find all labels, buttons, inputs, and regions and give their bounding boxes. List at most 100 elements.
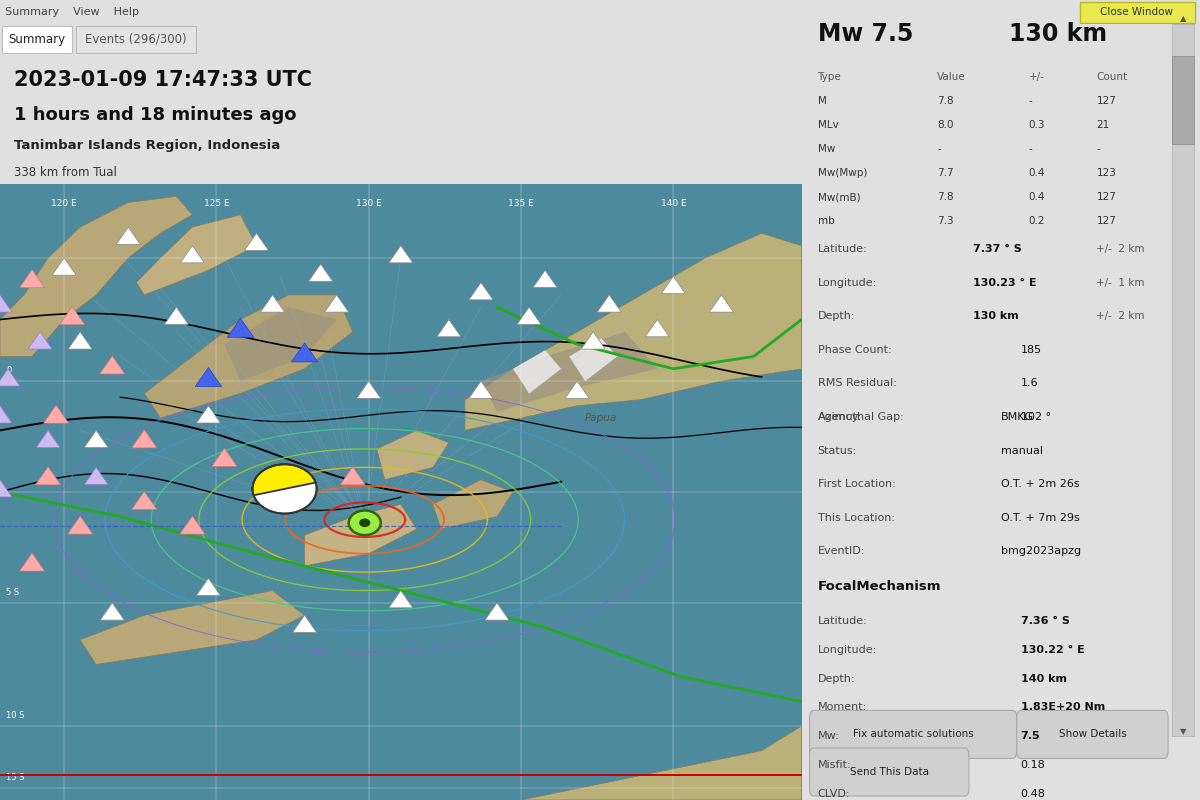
Polygon shape xyxy=(533,270,557,287)
Text: Misfit:: Misfit: xyxy=(817,760,851,770)
FancyBboxPatch shape xyxy=(1080,2,1195,22)
Text: 130 km: 130 km xyxy=(973,311,1019,321)
Text: Mw: Mw xyxy=(817,144,835,154)
Polygon shape xyxy=(245,234,269,250)
Polygon shape xyxy=(52,258,76,275)
Polygon shape xyxy=(305,504,416,566)
Circle shape xyxy=(359,518,371,527)
FancyBboxPatch shape xyxy=(810,710,1016,758)
Polygon shape xyxy=(144,295,353,418)
Text: Status:: Status: xyxy=(817,446,857,456)
Text: Show Details: Show Details xyxy=(1058,730,1127,739)
Polygon shape xyxy=(132,491,157,510)
Text: 8.0: 8.0 xyxy=(937,120,954,130)
Text: -: - xyxy=(1097,144,1100,154)
Text: CLVD:: CLVD: xyxy=(817,789,850,798)
Text: Depth:: Depth: xyxy=(817,311,856,321)
Text: Papua: Papua xyxy=(586,413,617,423)
Text: +/-: +/- xyxy=(1028,72,1044,82)
Polygon shape xyxy=(661,277,685,294)
Text: This Location:: This Location: xyxy=(817,513,894,523)
Text: 0.2: 0.2 xyxy=(1028,216,1045,226)
Text: Depth:: Depth: xyxy=(817,674,856,683)
Circle shape xyxy=(252,464,317,514)
Text: 10 S: 10 S xyxy=(6,711,25,720)
Text: 1.6: 1.6 xyxy=(1021,378,1038,389)
Polygon shape xyxy=(196,367,222,386)
FancyBboxPatch shape xyxy=(810,748,968,796)
Polygon shape xyxy=(581,332,605,349)
Text: Send This Data: Send This Data xyxy=(850,767,929,777)
Text: Latitude:: Latitude: xyxy=(817,616,868,626)
Polygon shape xyxy=(646,319,670,337)
Text: 0: 0 xyxy=(6,366,12,375)
Text: Longitude:: Longitude: xyxy=(817,278,877,288)
Polygon shape xyxy=(60,306,85,325)
Polygon shape xyxy=(292,343,318,362)
Text: 7.37 ° S: 7.37 ° S xyxy=(973,244,1021,254)
Text: 120 E: 120 E xyxy=(52,199,77,209)
Polygon shape xyxy=(485,603,509,620)
Text: BMKG: BMKG xyxy=(1001,412,1034,422)
Polygon shape xyxy=(340,466,365,485)
Polygon shape xyxy=(469,381,493,398)
Polygon shape xyxy=(227,318,253,338)
Polygon shape xyxy=(565,381,589,398)
Polygon shape xyxy=(276,466,301,485)
Text: Close Window: Close Window xyxy=(1100,7,1174,17)
Polygon shape xyxy=(356,381,380,398)
Text: Agency:: Agency: xyxy=(817,412,862,422)
Polygon shape xyxy=(0,295,12,312)
Text: 0.48: 0.48 xyxy=(1021,789,1045,798)
Text: 127: 127 xyxy=(1097,216,1116,226)
Text: Fix automatic solutions: Fix automatic solutions xyxy=(853,730,973,739)
FancyBboxPatch shape xyxy=(76,26,196,53)
Text: FocalMechanism: FocalMechanism xyxy=(817,580,941,593)
Polygon shape xyxy=(197,578,221,595)
Polygon shape xyxy=(308,264,332,282)
Polygon shape xyxy=(43,405,68,423)
Text: -: - xyxy=(1028,144,1032,154)
Text: 15 S: 15 S xyxy=(6,773,25,782)
Polygon shape xyxy=(84,467,108,485)
Polygon shape xyxy=(0,196,192,357)
Bar xyxy=(1172,56,1194,144)
Polygon shape xyxy=(28,332,52,349)
Text: 130 E: 130 E xyxy=(356,199,382,209)
Polygon shape xyxy=(101,603,125,620)
Polygon shape xyxy=(464,234,802,430)
Text: Summary    View    Help: Summary View Help xyxy=(5,7,139,17)
Text: 102 °: 102 ° xyxy=(1021,412,1051,422)
Text: 7.7: 7.7 xyxy=(937,168,954,178)
Text: Longitude:: Longitude: xyxy=(817,645,877,654)
Polygon shape xyxy=(137,215,257,295)
Polygon shape xyxy=(84,430,108,448)
Polygon shape xyxy=(389,246,413,263)
Text: 135 E: 135 E xyxy=(508,199,534,209)
Text: 0.3: 0.3 xyxy=(1028,120,1045,130)
Polygon shape xyxy=(437,319,461,337)
Text: Mw 7.5: Mw 7.5 xyxy=(817,22,913,46)
Text: 0.18: 0.18 xyxy=(1021,760,1045,770)
Text: 127: 127 xyxy=(1097,96,1116,106)
Text: 0.4: 0.4 xyxy=(1028,168,1045,178)
Polygon shape xyxy=(0,480,12,497)
Text: 130 km: 130 km xyxy=(1009,22,1106,46)
Text: ▲: ▲ xyxy=(1180,14,1186,23)
Polygon shape xyxy=(19,270,44,288)
Text: Tanimbar Islands Region, Indonesia: Tanimbar Islands Region, Indonesia xyxy=(14,138,281,152)
Text: Azimuthal Gap:: Azimuthal Gap: xyxy=(817,412,904,422)
Text: 7.8: 7.8 xyxy=(937,96,954,106)
Text: EventID:: EventID: xyxy=(817,546,865,557)
Text: 7.5: 7.5 xyxy=(1021,731,1040,741)
Circle shape xyxy=(349,510,380,535)
Text: Mw:: Mw: xyxy=(817,731,839,741)
Text: 185: 185 xyxy=(1021,345,1042,355)
Text: RMS Residual:: RMS Residual: xyxy=(817,378,896,389)
Text: 1.83E+20 Nm: 1.83E+20 Nm xyxy=(1021,702,1105,712)
Text: 130.22 ° E: 130.22 ° E xyxy=(1021,645,1085,654)
Wedge shape xyxy=(252,464,316,495)
Polygon shape xyxy=(180,246,204,263)
Polygon shape xyxy=(569,338,617,381)
Text: 125 E: 125 E xyxy=(204,199,229,209)
